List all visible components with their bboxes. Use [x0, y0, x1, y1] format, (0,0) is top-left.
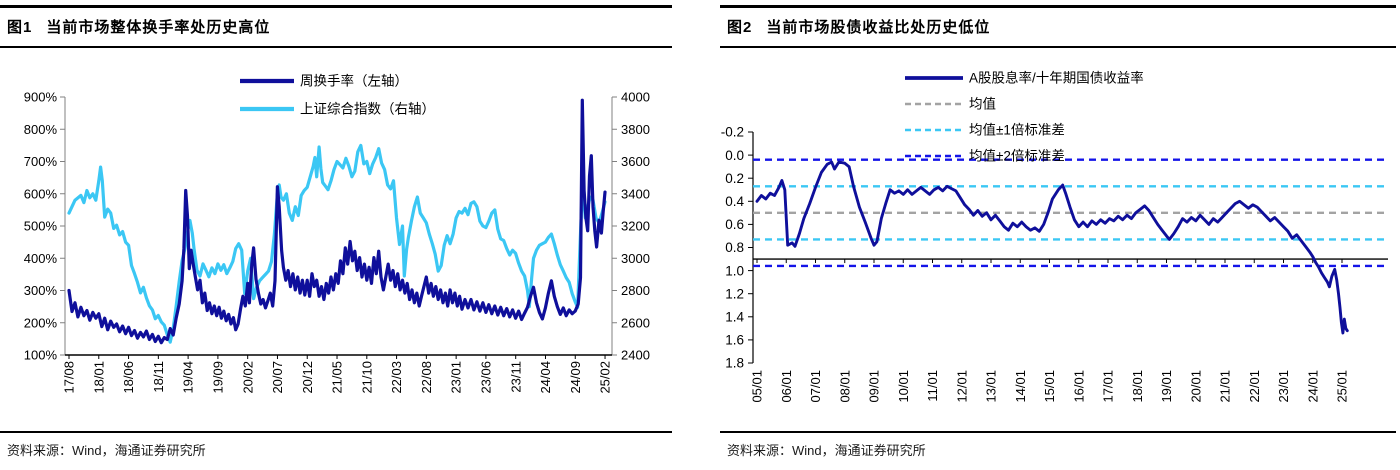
yield-ratio-chart: -0.2 0.0 0.2 0.4 0.6 0.8 1.0 1.2 1.4 1.6 1.8 05/01 0…	[721, 70, 1388, 403]
svg-text:2400: 2400	[621, 348, 650, 363]
svg-text:A股股息率/十年期国债收益率: A股股息率/十年期国债收益率	[969, 70, 1144, 86]
svg-text:22/08: 22/08	[419, 361, 434, 394]
svg-text:0.6: 0.6	[725, 217, 744, 232]
figure2-tag: 图2	[727, 19, 753, 36]
svg-text:900%: 900%	[24, 90, 58, 105]
figure2-title-rule	[720, 46, 1396, 48]
svg-text:07/01: 07/01	[808, 370, 823, 403]
svg-text:上证综合指数（右轴）: 上证综合指数（右轴）	[300, 102, 435, 117]
svg-text:10/01: 10/01	[896, 370, 911, 403]
svg-text:18/01: 18/01	[1130, 370, 1145, 403]
svg-text:500%: 500%	[24, 219, 58, 234]
svg-text:24/09: 24/09	[568, 361, 583, 394]
figure1-source: 资料来源：Wind，海通证券研究所	[7, 443, 206, 458]
svg-text:23/01: 23/01	[1276, 370, 1291, 403]
figure1-top-rule	[0, 5, 672, 8]
svg-text:200%: 200%	[24, 315, 58, 330]
svg-text:17/08: 17/08	[62, 361, 77, 394]
figure2-title-text: 当前市场股债收益比处历史低位	[766, 19, 991, 36]
figure2-bottom-rule	[720, 431, 1396, 433]
svg-text:1.6: 1.6	[725, 333, 744, 348]
svg-text:21/10: 21/10	[359, 361, 374, 394]
svg-text:18/01: 18/01	[91, 361, 106, 394]
figure1-panel: 图1 当前市场整体换手率处历史高位 900% 800% 700% 600% 500% 400…	[0, 0, 676, 470]
svg-text:05/01: 05/01	[750, 370, 765, 403]
svg-text:1.8: 1.8	[725, 356, 744, 371]
svg-text:均值±2倍标准差: 均值±2倍标准差	[969, 149, 1065, 164]
svg-text:周换手率（左轴）: 周换手率（左轴）	[300, 73, 408, 89]
svg-text:22/01: 22/01	[1247, 370, 1262, 403]
svg-text:18/06: 18/06	[121, 361, 136, 394]
svg-text:2800: 2800	[621, 283, 650, 298]
svg-text:800%: 800%	[24, 122, 58, 137]
svg-text:100%: 100%	[24, 348, 58, 363]
figure1-tag: 图1	[7, 19, 33, 36]
svg-text:21/05: 21/05	[330, 361, 345, 394]
svg-text:400%: 400%	[24, 251, 58, 266]
svg-text:25/02: 25/02	[598, 361, 613, 394]
figure1-title: 图1 当前市场整体换手率处历史高位	[7, 16, 270, 37]
svg-text:23/06: 23/06	[478, 361, 493, 394]
svg-text:23/11: 23/11	[508, 361, 523, 393]
svg-text:均值: 均值	[969, 97, 996, 112]
svg-text:300%: 300%	[24, 283, 58, 298]
figure2-panel: 图2 当前市场股债收益比处历史低位 -0.2 0.0 0.2 0.4 0.6 0.8 1.0 1…	[720, 0, 1400, 470]
svg-text:3400: 3400	[621, 186, 650, 201]
svg-text:18/11: 18/11	[151, 361, 166, 393]
svg-text:1.2: 1.2	[725, 286, 744, 301]
svg-text:06/01: 06/01	[779, 370, 794, 403]
svg-text:17/01: 17/01	[1101, 370, 1116, 403]
svg-text:20/02: 20/02	[240, 361, 255, 394]
svg-text:21/01: 21/01	[1218, 370, 1233, 403]
svg-text:2600: 2600	[621, 315, 650, 330]
svg-text:24/01: 24/01	[1305, 370, 1320, 403]
svg-text:13/01: 13/01	[984, 370, 999, 403]
svg-text:25/01: 25/01	[1335, 370, 1350, 403]
svg-text:700%: 700%	[24, 154, 58, 169]
svg-text:0.0: 0.0	[725, 148, 744, 163]
svg-text:20/12: 20/12	[300, 361, 315, 394]
svg-text:20/01: 20/01	[1188, 370, 1203, 403]
turnover-chart: 900% 800% 700% 600% 500% 400% 300% 200% 100% 4000…	[24, 73, 650, 394]
svg-text:16/01: 16/01	[1071, 370, 1086, 403]
svg-text:3200: 3200	[621, 219, 650, 234]
svg-text:0.8: 0.8	[725, 240, 744, 255]
svg-text:11/01: 11/01	[925, 370, 940, 402]
svg-text:09/01: 09/01	[867, 370, 882, 403]
svg-text:23/01: 23/01	[449, 361, 464, 394]
svg-text:22/03: 22/03	[389, 361, 404, 394]
svg-text:600%: 600%	[24, 186, 58, 201]
svg-text:0.4: 0.4	[725, 194, 744, 209]
figure2-source: 资料来源：Wind，海通证券研究所	[727, 443, 926, 458]
svg-text:19/09: 19/09	[210, 361, 225, 394]
figure2-top-rule	[720, 5, 1396, 8]
svg-text:4000: 4000	[621, 90, 650, 105]
figure1-title-rule	[0, 46, 672, 48]
svg-text:-0.2: -0.2	[721, 125, 744, 140]
svg-text:0.2: 0.2	[725, 171, 744, 186]
svg-text:14/01: 14/01	[1013, 370, 1028, 403]
figure2-title: 图2 当前市场股债收益比处历史低位	[727, 16, 990, 37]
svg-text:均值±1倍标准差: 均值±1倍标准差	[969, 123, 1065, 138]
svg-text:08/01: 08/01	[837, 370, 852, 403]
svg-text:3000: 3000	[621, 251, 650, 266]
svg-text:20/07: 20/07	[270, 361, 285, 394]
figure1-title-text: 当前市场整体换手率处历史高位	[46, 19, 271, 36]
svg-text:15/01: 15/01	[1042, 370, 1057, 403]
svg-text:24/04: 24/04	[538, 361, 553, 394]
svg-text:19/01: 19/01	[1159, 370, 1174, 403]
figure1-bottom-rule	[0, 431, 672, 433]
svg-text:1.0: 1.0	[725, 263, 744, 278]
svg-text:1.4: 1.4	[725, 310, 744, 325]
svg-text:3800: 3800	[621, 122, 650, 137]
svg-text:12/01: 12/01	[954, 370, 969, 403]
svg-text:19/04: 19/04	[181, 361, 196, 394]
svg-text:3600: 3600	[621, 154, 650, 169]
